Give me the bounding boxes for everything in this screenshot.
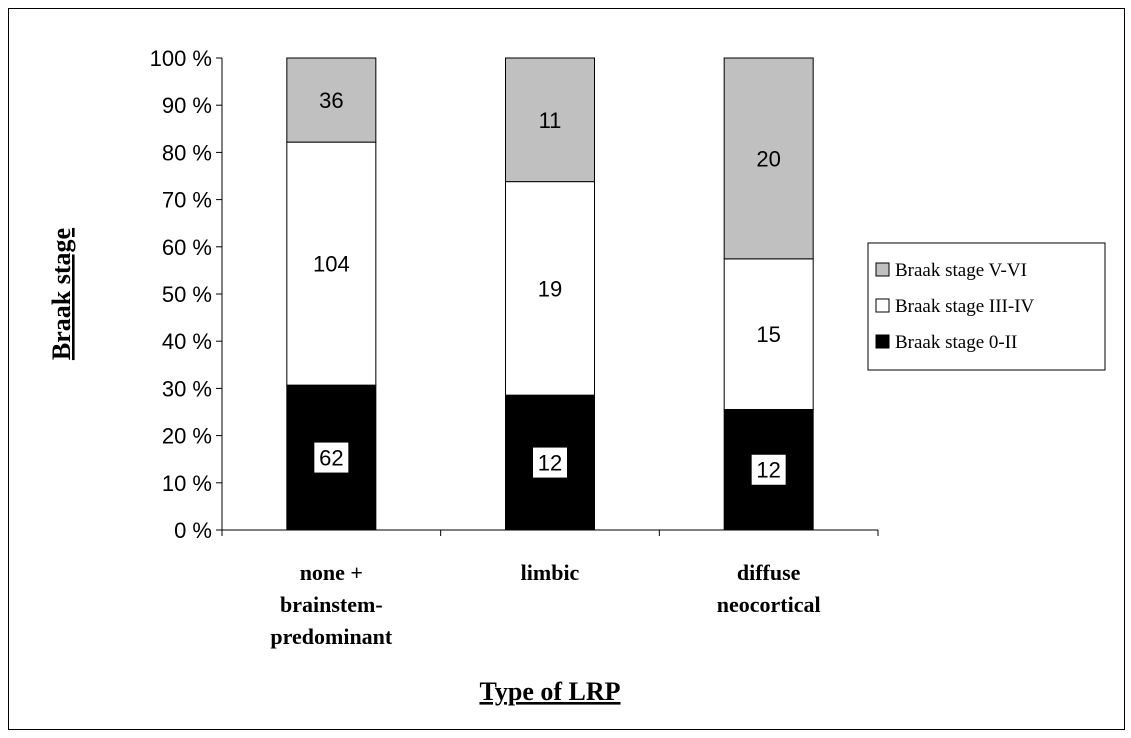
data-label: 36 [319, 88, 343, 113]
legend-entry: Braak stage V-VI [895, 260, 1027, 281]
data-label: 104 [313, 252, 350, 277]
y-tick-label: 90 % [162, 93, 212, 118]
bar-segment [505, 181, 595, 396]
y-tick-label: 50 % [162, 282, 212, 307]
x-tick-label: brainstem- [280, 592, 383, 617]
y-tick-label: 10 % [162, 471, 212, 496]
bar-segment [286, 57, 377, 143]
y-tick-label: 0 % [174, 518, 212, 543]
data-label: 12 [538, 451, 562, 476]
y-tick-label: 70 % [162, 188, 212, 213]
y-axis-title: Braak stage [47, 228, 76, 360]
y-tick-label: 30 % [162, 376, 212, 401]
data-label: 15 [756, 322, 780, 347]
data-label-background [314, 442, 349, 473]
legend-swatch [875, 298, 890, 313]
data-label: 11 [539, 108, 562, 133]
x-tick-label: limbic [521, 560, 580, 585]
x-tick-label: diffuse [737, 560, 801, 585]
y-tick-label: 80 % [162, 140, 212, 165]
legend-box [867, 242, 1106, 371]
data-label: 12 [756, 458, 780, 483]
y-tick-label: 40 % [162, 329, 212, 354]
legend-entry: Braak stage III-IV [895, 296, 1035, 317]
x-tick-label: predominant [270, 624, 393, 649]
data-label: 19 [538, 276, 562, 301]
legend-swatch [875, 262, 890, 277]
data-label: 20 [756, 146, 780, 171]
bar-segment [505, 57, 595, 183]
bar-segment [286, 141, 377, 386]
bar-segment [723, 57, 814, 260]
y-tick-label: 100 % [150, 46, 212, 71]
legend-entry: Braak stage 0-II [895, 332, 1017, 353]
data-label-background [751, 454, 786, 485]
data-label: 62 [319, 446, 343, 471]
legend-swatch [875, 334, 890, 349]
x-tick-label: neocortical [717, 592, 821, 617]
x-tick-label: none + [300, 560, 363, 585]
x-axis-title: Type of LRP [479, 677, 620, 706]
y-tick-label: 20 % [162, 424, 212, 449]
bar-segment [723, 258, 814, 410]
y-tick-label: 60 % [162, 235, 212, 260]
data-label-background [533, 447, 567, 478]
